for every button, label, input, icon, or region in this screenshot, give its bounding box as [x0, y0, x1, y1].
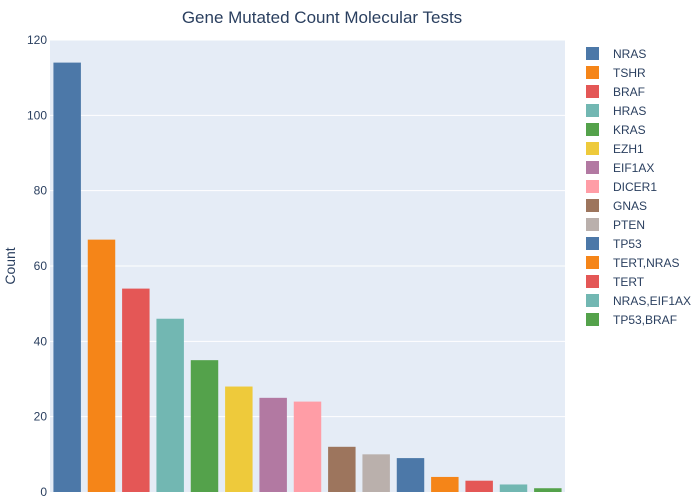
y-tick-label: 60: [34, 259, 48, 273]
legend-swatch: [586, 275, 599, 288]
legend-swatch: [586, 218, 599, 231]
y-tick-label: 100: [27, 108, 47, 122]
bar-pten[interactable]: [362, 454, 390, 492]
legend-label: KRAS: [613, 123, 646, 137]
chart-title: Gene Mutated Count Molecular Tests: [182, 8, 462, 27]
bar-dicer1[interactable]: [293, 401, 322, 492]
legend-swatch: [586, 123, 599, 136]
y-axis-title: Count: [2, 247, 18, 284]
bar-eif1ax[interactable]: [259, 397, 287, 492]
bar-nras[interactable]: [53, 62, 81, 492]
legend-label: DICER1: [613, 180, 657, 194]
legend-swatch: [586, 66, 599, 79]
legend-label: TERT: [613, 275, 645, 289]
legend-item-eif1ax[interactable]: EIF1AX: [586, 161, 654, 175]
legend-item-tert-nras[interactable]: TERT,NRAS: [586, 256, 679, 270]
legend-label: EIF1AX: [613, 161, 654, 175]
legend-label: TERT,NRAS: [613, 256, 679, 270]
bars: [53, 62, 562, 492]
bar-tert-nras[interactable]: [431, 476, 459, 492]
legend-swatch: [586, 256, 599, 269]
y-tick-label: 0: [40, 485, 47, 499]
bar-tp53[interactable]: [396, 458, 425, 492]
bar-braf[interactable]: [122, 288, 150, 492]
legend-swatch: [586, 180, 599, 193]
legend-swatch: [586, 104, 599, 117]
legend-swatch: [586, 47, 599, 60]
legend-item-ezh1[interactable]: EZH1: [586, 142, 644, 156]
legend-item-gnas[interactable]: GNAS: [586, 199, 647, 213]
legend-swatch: [586, 199, 599, 212]
y-tick-label: 20: [34, 410, 48, 424]
legend-item-nras-eif1ax[interactable]: NRAS,EIF1AX: [586, 294, 691, 308]
legend-item-pten[interactable]: PTEN: [586, 218, 645, 232]
bar-hras[interactable]: [156, 318, 184, 492]
y-tick-label: 40: [34, 334, 48, 348]
legend-label: NRAS: [613, 47, 646, 61]
bar-nras-eif1ax[interactable]: [499, 484, 528, 492]
legend-swatch: [586, 85, 599, 98]
y-axis-ticks: 0 20 40 60 80 100 120: [27, 33, 47, 499]
legend-label: PTEN: [613, 218, 645, 232]
y-tick-label: 80: [34, 184, 48, 198]
legend-label: GNAS: [613, 199, 647, 213]
legend-swatch: [586, 294, 599, 307]
legend-label: TP53,BRAF: [613, 313, 677, 327]
bar-tert[interactable]: [465, 480, 493, 492]
legend-label: EZH1: [613, 142, 644, 156]
legend-item-tert[interactable]: TERT: [586, 275, 645, 289]
bar-tshr[interactable]: [87, 239, 116, 492]
legend-item-nras[interactable]: NRAS: [586, 47, 646, 61]
legend-label: NRAS,EIF1AX: [613, 294, 691, 308]
legend-item-tp53-braf[interactable]: TP53,BRAF: [586, 313, 677, 327]
legend-label: TSHR: [613, 66, 646, 80]
legend-swatch: [586, 313, 599, 326]
legend-label: TP53: [613, 237, 642, 251]
legend-item-hras[interactable]: HRAS: [586, 104, 646, 118]
legend-item-dicer1[interactable]: DICER1: [586, 180, 657, 194]
y-tick-label: 120: [27, 33, 47, 47]
legend-swatch: [586, 161, 599, 174]
legend-item-braf[interactable]: BRAF: [586, 85, 645, 99]
legend-item-tp53[interactable]: TP53: [586, 237, 642, 251]
legend: NRAS TSHR BRAF HRAS KRAS EZH1 EIF1AX DICER1 GNAS…: [586, 47, 691, 327]
bar-ezh1[interactable]: [225, 386, 253, 492]
bar-gnas[interactable]: [328, 446, 356, 492]
legend-swatch: [586, 142, 599, 155]
legend-item-tshr[interactable]: TSHR: [586, 66, 646, 80]
legend-item-kras[interactable]: KRAS: [586, 123, 646, 137]
legend-label: BRAF: [613, 85, 645, 99]
legend-swatch: [586, 237, 599, 250]
bar-kras[interactable]: [190, 360, 219, 492]
bar-tp53-braf[interactable]: [534, 488, 562, 492]
legend-label: HRAS: [613, 104, 646, 118]
